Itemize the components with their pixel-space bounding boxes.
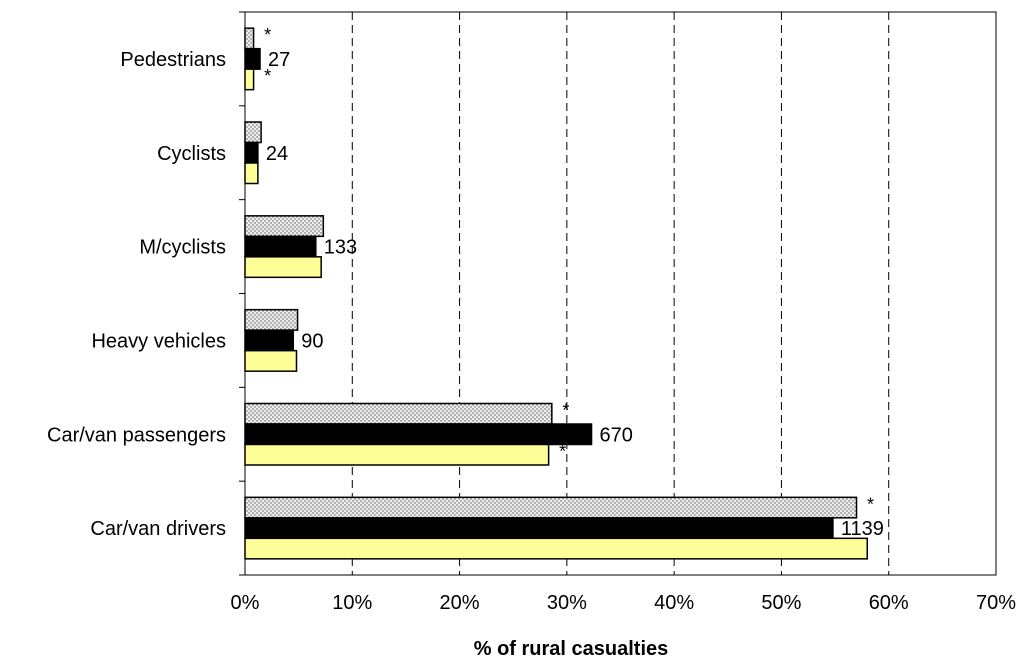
bar-series-3 bbox=[244, 443, 550, 466]
axes bbox=[239, 11, 997, 576]
x-tick-label: 10% bbox=[332, 592, 372, 614]
bar-series-3 bbox=[244, 349, 298, 372]
value-label: 24 bbox=[266, 143, 288, 165]
category-label: Pedestrians bbox=[120, 49, 226, 71]
bar-series-1 bbox=[244, 215, 325, 238]
category-label: Car/van drivers bbox=[90, 518, 226, 540]
bar-series-2 bbox=[244, 47, 261, 70]
bar-series-2 bbox=[244, 141, 259, 164]
bar-series-1 bbox=[244, 27, 255, 50]
significance-marker: * bbox=[264, 25, 271, 45]
x-tick-label: 0% bbox=[231, 592, 260, 614]
bar-series-3 bbox=[244, 537, 869, 560]
bar-series-2 bbox=[244, 423, 593, 446]
x-tick-label: 30% bbox=[547, 592, 587, 614]
labels: 0% 10% 20% 30% 40% 50% 60% 70%Pedestrians**27Cy… bbox=[47, 25, 1016, 614]
value-label: 133 bbox=[324, 237, 357, 259]
bar-series-1 bbox=[244, 121, 262, 144]
x-tick-label: 60% bbox=[869, 592, 909, 614]
value-label: 90 bbox=[301, 330, 323, 352]
significance-marker: * bbox=[559, 442, 566, 462]
category-label: M/cyclists bbox=[139, 237, 226, 259]
bar-series-3 bbox=[244, 68, 255, 91]
category-label: Car/van passengers bbox=[47, 424, 226, 446]
significance-marker: * bbox=[867, 494, 874, 514]
bar-series-1 bbox=[244, 308, 299, 331]
bar-series-1 bbox=[244, 496, 858, 519]
x-tick-label: 70% bbox=[976, 592, 1016, 614]
value-label: 27 bbox=[268, 49, 290, 71]
x-tick-label: 40% bbox=[654, 592, 694, 614]
bars bbox=[244, 27, 869, 560]
x-tick-label: 50% bbox=[761, 592, 801, 614]
significance-marker: * bbox=[562, 401, 569, 421]
plot-frame bbox=[244, 11, 997, 576]
bar-series-3 bbox=[244, 256, 322, 279]
bar-series-2 bbox=[244, 517, 834, 540]
significance-marker: * bbox=[264, 66, 271, 86]
category-label: Cyclists bbox=[157, 143, 226, 165]
bar-series-2 bbox=[244, 235, 317, 258]
gridlines bbox=[351, 12, 890, 575]
value-label: 670 bbox=[600, 424, 633, 446]
x-axis-title: % of rural casualties bbox=[474, 638, 669, 660]
bar-series-2 bbox=[244, 329, 295, 352]
bar-series-1 bbox=[244, 402, 553, 425]
category-label: Heavy vehicles bbox=[91, 330, 226, 352]
x-tick-label: 20% bbox=[440, 592, 480, 614]
value-label: 1139 bbox=[841, 518, 884, 540]
bar-series-3 bbox=[244, 162, 259, 185]
